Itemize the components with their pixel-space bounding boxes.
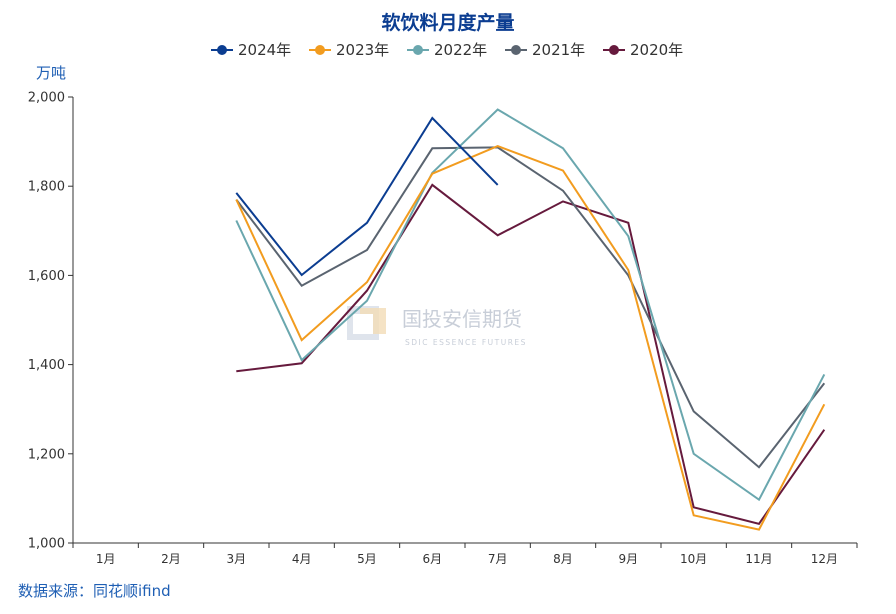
legend-dot-marker [609,45,619,55]
watermark-logo-icon [347,306,386,340]
legend-label: 2021年 [532,41,585,59]
x-tick-label: 6月 [423,552,443,566]
x-tick-label: 9月 [619,552,639,566]
y-tick-label: 1,600 [28,269,65,284]
series-line-2020 [236,183,826,525]
x-tick-label: 2月 [161,552,181,566]
series-line-2023 [235,145,826,531]
chart-title: 软饮料月度产量 [381,11,514,34]
legend-label: 2020年 [630,41,683,59]
watermark-name-cn: 国投安信期货 [402,307,522,331]
x-tick-label: 11月 [745,552,772,566]
data-source: 数据来源：同花顺ifind [18,582,171,600]
x-tick-label: 4月 [292,552,312,566]
legend-item-2021[interactable]: 2021年 [505,41,585,59]
y-tick-label: 2,000 [28,91,65,106]
legend-label: 2024年 [238,41,291,59]
legend: 2024年 2023年 2022年 2021年 2020年 [211,41,683,59]
x-tick-label: 5月 [357,552,377,566]
x-tick-label: 12月 [811,552,838,566]
x-tick-label: 1月 [96,552,116,566]
x-tick-label: 10月 [680,552,707,566]
series-line-2021 [235,146,826,469]
legend-label: 2022年 [434,41,487,59]
legend-dot-marker [217,45,227,55]
legend-dot-marker [511,45,521,55]
y-tick-label: 1,400 [28,358,65,373]
legend-dot-marker [315,45,325,55]
x-tick-label: 7月 [488,552,508,566]
series-line-2022 [235,108,826,502]
watermark-name-en: SDIC ESSENCE FUTURES [405,338,527,347]
legend-label: 2023年 [336,41,389,59]
legend-item-2023[interactable]: 2023年 [309,41,389,59]
x-tick-label: 8月 [553,552,573,566]
series-lines [235,108,826,531]
y-tick-label: 1,800 [28,180,65,195]
y-axis-unit-label: 万吨 [36,64,66,82]
y-axis-ticks: 1,000 1,200 1,400 1,600 1,800 2,000 [28,91,73,552]
legend-item-2022[interactable]: 2022年 [407,41,487,59]
series-line-2024 [235,116,499,277]
legend-dot-marker [413,45,423,55]
legend-item-2024[interactable]: 2024年 [211,41,291,59]
y-tick-label: 1,000 [28,537,65,552]
watermark: 国投安信期货 SDIC ESSENCE FUTURES [347,306,527,347]
legend-item-2020[interactable]: 2020年 [603,41,683,59]
x-tick-label: 3月 [227,552,247,566]
x-axis-ticks: 1月 2月 3月 4月 5月 6月 7月 8月 9月 10月 11月 12月 [72,543,858,566]
y-tick-label: 1,200 [28,447,65,462]
